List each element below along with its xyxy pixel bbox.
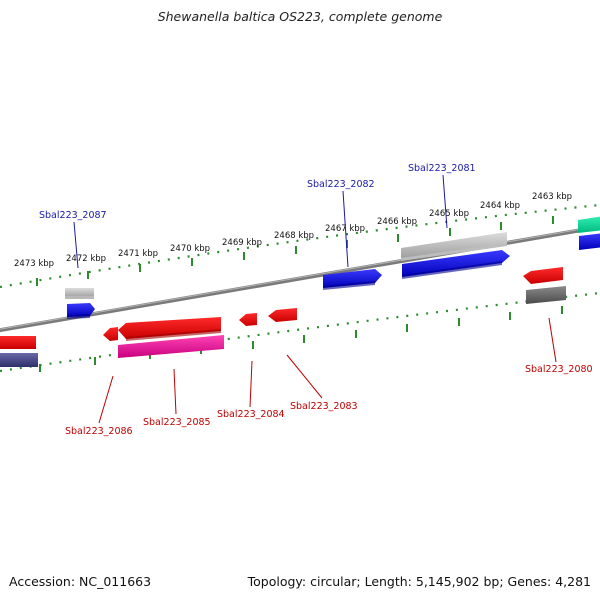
reverse-genes <box>0 267 566 367</box>
gene-feature[interactable] <box>65 288 94 299</box>
gene-label-sbal223-2087[interactable]: Sbal223_2087 <box>39 210 107 221</box>
genome-summary-text: Topology: circular; Length: 5,145,902 bp… <box>247 574 591 589</box>
ruler-label: 2464 kbp <box>480 201 520 211</box>
gene-feature[interactable] <box>523 267 563 284</box>
gene-feature[interactable] <box>268 308 297 322</box>
gene-label-sbal223-2083[interactable]: Sbal223_2083 <box>290 401 358 412</box>
gene-label-sbal223-2085[interactable]: Sbal223_2085 <box>143 417 211 428</box>
gene-label-sbal223-2084[interactable]: Sbal223_2084 <box>217 409 285 420</box>
ruler-label: 2463 kbp <box>532 192 572 202</box>
gene-feature[interactable] <box>402 250 510 279</box>
gene-label-sbal223-2080[interactable]: Sbal223_2080 <box>525 364 593 375</box>
gene-feature[interactable] <box>578 216 600 233</box>
gene-feature[interactable] <box>118 335 224 358</box>
forward-genes <box>65 216 600 319</box>
gene-label-sbal223-2082[interactable]: Sbal223_2082 <box>307 179 375 190</box>
outer-major-ticks <box>36 216 554 286</box>
ruler-label: 2468 kbp <box>274 231 314 241</box>
ruler-label: 2469 kbp <box>222 238 262 248</box>
ruler-label: 2470 kbp <box>170 244 210 254</box>
gene-feature[interactable] <box>0 336 36 349</box>
gene-labels: Sbal223_2087 Sbal223_2082 Sbal223_2081 S… <box>39 163 593 437</box>
accession-text: Accession: NC_011663 <box>9 574 152 589</box>
gene-feature[interactable] <box>323 269 382 290</box>
gene-feature[interactable] <box>67 303 95 319</box>
ruler-label: 2466 kbp <box>377 217 417 227</box>
gene-feature[interactable] <box>526 286 566 304</box>
gene-label-sbal223-2086[interactable]: Sbal223_2086 <box>65 426 133 437</box>
ruler-label: 2472 kbp <box>66 254 106 264</box>
outer-tick-track <box>0 203 600 289</box>
inner-major-ticks <box>39 306 563 372</box>
map-title: Shewanella baltica OS223, complete genom… <box>157 9 443 24</box>
gene-feature[interactable] <box>118 317 221 341</box>
gene-feature[interactable] <box>401 232 507 261</box>
gene-feature[interactable] <box>103 327 118 341</box>
inner-tick-track <box>0 291 600 373</box>
ruler-label: 2465 kbp <box>429 209 469 219</box>
gene-feature[interactable] <box>239 313 257 326</box>
ruler-label: 2473 kbp <box>14 259 54 269</box>
gene-feature[interactable] <box>0 353 38 367</box>
label-leaders <box>73 174 557 424</box>
ruler-label: 2471 kbp <box>118 249 158 259</box>
gene-feature[interactable] <box>579 233 600 250</box>
gene-label-sbal223-2081[interactable]: Sbal223_2081 <box>408 163 476 174</box>
